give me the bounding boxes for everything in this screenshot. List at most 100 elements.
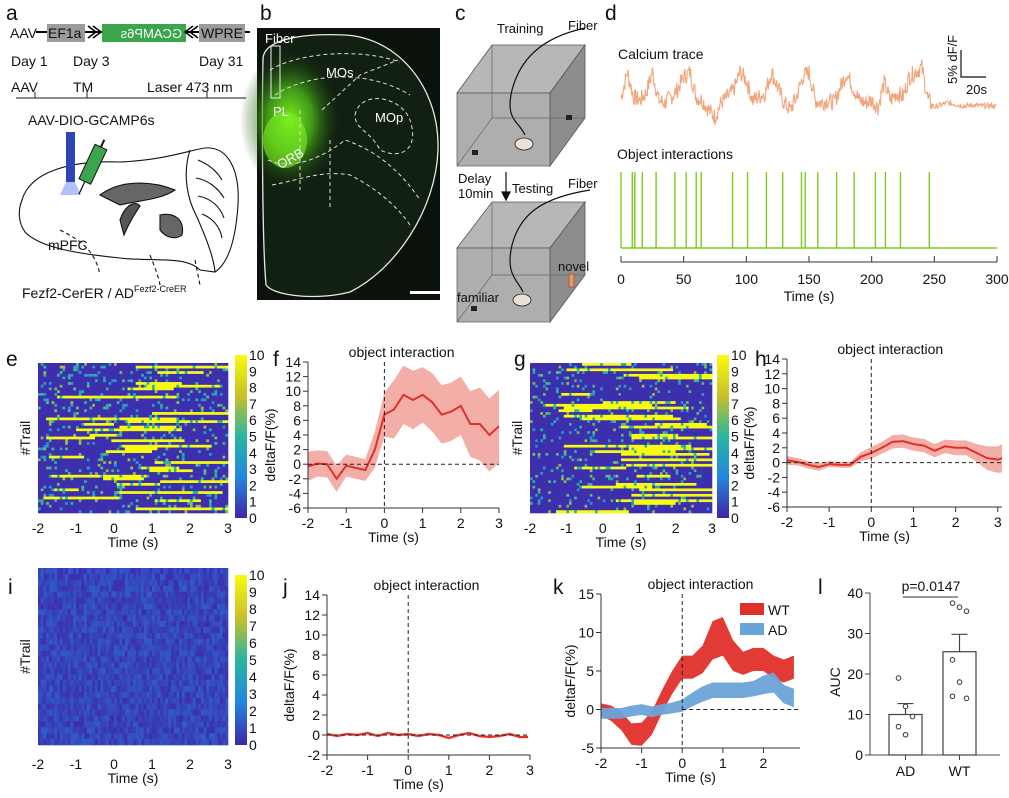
heatmap-cell (127, 458, 131, 462)
heatmap-cell (626, 379, 630, 383)
heatmap-cell (95, 390, 99, 394)
heatmap-cell (51, 379, 55, 383)
heatmap-cell (184, 461, 188, 465)
heatmap-cell (613, 398, 617, 402)
heatmap-cell (187, 403, 191, 407)
heatmap-cell (149, 371, 153, 375)
heatmap-cell (579, 368, 583, 372)
heatmap-cell (116, 401, 120, 405)
heatmap-cell (65, 453, 69, 457)
heatmap-cell (95, 493, 99, 497)
heatmap-cell (133, 395, 137, 399)
heatmap-cell (48, 393, 52, 397)
heatmap-cell (40, 431, 44, 435)
heatmap-cell (133, 493, 137, 497)
heatmap-cell (141, 458, 145, 462)
heatmap-cell (43, 485, 47, 489)
heatmap-cell (135, 365, 139, 369)
heatmap-cell (693, 373, 697, 377)
heatmap-cell (149, 480, 153, 484)
heatmap-cell (51, 425, 55, 429)
panel-label-l: l (818, 576, 823, 599)
heatmap-cell (108, 472, 112, 476)
heatmap-cell (162, 458, 166, 462)
heatmap-cell (152, 450, 156, 454)
heatmap-cell (95, 431, 99, 435)
heatmap-cell (119, 395, 123, 399)
heatmap-cell (127, 504, 131, 508)
heatmap-cell (51, 488, 55, 492)
heatmap-cell (59, 469, 63, 473)
heatmap-cell (152, 431, 156, 435)
heatmap-cell (114, 371, 118, 375)
heatmap-cell (181, 423, 185, 427)
heatmap-cell (43, 387, 47, 391)
heatmap-cell (214, 483, 218, 487)
heatmap-cell (662, 363, 666, 367)
heatmap-cell (545, 376, 549, 380)
heatmap-cell (222, 510, 226, 514)
heatmap-cell (639, 371, 643, 375)
heatmap-cell (187, 507, 191, 511)
heatmap-cell (602, 379, 606, 383)
heatmap-cell (558, 390, 562, 394)
heatmap-cell (119, 433, 123, 437)
heatmap-cell (162, 502, 166, 506)
heatmap-cell (46, 493, 50, 497)
heatmap-cell (605, 390, 609, 394)
heatmap-cell (127, 428, 131, 432)
heatmap-cell (222, 431, 226, 435)
heatmap-cell (589, 395, 593, 399)
heatmap-cell (157, 447, 161, 451)
heatmap-cell (124, 398, 128, 402)
heatmap-cell (219, 401, 223, 405)
heatmap-cell (95, 368, 99, 372)
heatmap-cell (214, 398, 218, 402)
heatmap-cell (160, 442, 164, 446)
heatmap-cell (219, 502, 223, 506)
heatmap-cell (116, 450, 120, 454)
heatmap-cell (618, 376, 622, 380)
heatmap-cell (133, 480, 137, 484)
heatmap-cell (46, 395, 50, 399)
heatmap-cell (65, 420, 69, 424)
heatmap-cell (86, 485, 90, 489)
heatmap-cell (138, 373, 142, 377)
heatmap-cell (195, 469, 199, 473)
heatmap-cell (154, 414, 158, 418)
heatmap-cell (141, 504, 145, 508)
heatmap-cell (574, 363, 578, 367)
heatmap-cell (130, 477, 134, 481)
heatmap-cell (103, 463, 107, 467)
heatmap-cell (54, 393, 58, 397)
heatmap-cell (67, 395, 71, 399)
heatmap-cell (545, 384, 549, 388)
heatmap-cell (162, 395, 166, 399)
heatmap-cell (550, 365, 554, 369)
heatmap-cell (209, 477, 213, 481)
heatmap-cell (203, 373, 207, 377)
heatmap-cell (184, 502, 188, 506)
heatmap-cell (662, 390, 666, 394)
heatmap-cell (78, 439, 82, 443)
heatmap-cell (211, 403, 215, 407)
heatmap-cell (40, 371, 44, 375)
heatmap-cell (108, 382, 112, 386)
heatmap-cell (100, 373, 104, 377)
heatmap-cell (160, 483, 164, 487)
heatmap-cell (200, 450, 204, 454)
heatmap-cell (103, 453, 107, 457)
heatmap-cell (57, 439, 61, 443)
heatmap-cell (65, 447, 69, 451)
heatmap-cell (76, 368, 80, 372)
heatmap-cell (111, 439, 115, 443)
heatmap-cell (168, 463, 172, 467)
heatmap-cell (660, 373, 663, 377)
heatmap-cell (73, 507, 77, 511)
heatmap-cell (146, 496, 150, 500)
heatmap-cell (165, 417, 169, 421)
heatmap-cell (157, 401, 161, 405)
heatmap-cell (154, 447, 158, 451)
heatmap-cell (165, 450, 169, 454)
heatmap-cell (48, 466, 52, 470)
